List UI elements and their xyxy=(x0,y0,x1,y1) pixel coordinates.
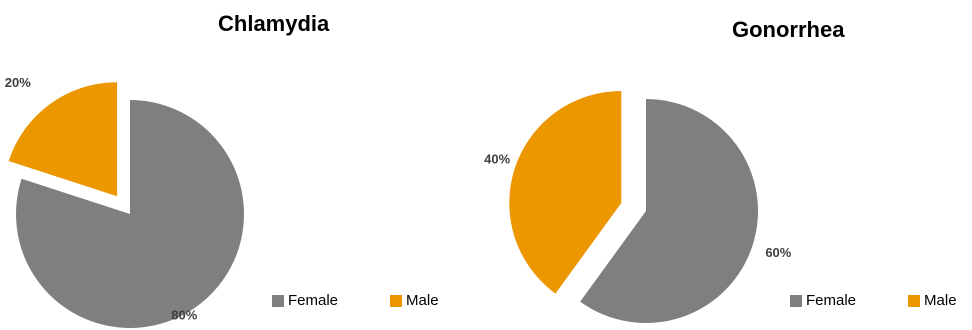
female-swatch xyxy=(790,294,802,307)
gonorrhea-legend: Female Male xyxy=(790,292,957,309)
legend-item-female: Female xyxy=(272,292,338,309)
gonorrhea-data-label-male: 40% xyxy=(484,152,510,167)
chlamydia-slice-female xyxy=(16,100,244,328)
gonorrhea-chart-title: Gonorrhea xyxy=(732,17,845,42)
gonorrhea-slice-female xyxy=(580,99,758,323)
female-swatch xyxy=(272,294,284,307)
legend-label-female: Female xyxy=(288,292,339,309)
legend-item-male: Male xyxy=(908,292,957,309)
chlamydia-legend: Female Male xyxy=(272,292,439,309)
legend-label-male: Male xyxy=(406,292,439,309)
legend-label-female: Female xyxy=(806,292,857,309)
male-swatch xyxy=(908,294,921,307)
gonorrhea-slice-male xyxy=(509,90,622,294)
legend-label-male: Male xyxy=(924,292,957,309)
male-swatch xyxy=(390,294,403,307)
chlamydia-chart-title: Chlamydia xyxy=(218,11,330,36)
gonorrhea-data-label-female: 60% xyxy=(765,245,791,260)
legend-item-male: Male xyxy=(390,292,439,309)
chlamydia-data-label-male: 20% xyxy=(5,75,31,90)
legend-item-female: Female xyxy=(790,292,856,309)
chlamydia-data-label-female: 80% xyxy=(171,308,197,323)
chlamydia-slice-male xyxy=(8,82,118,197)
